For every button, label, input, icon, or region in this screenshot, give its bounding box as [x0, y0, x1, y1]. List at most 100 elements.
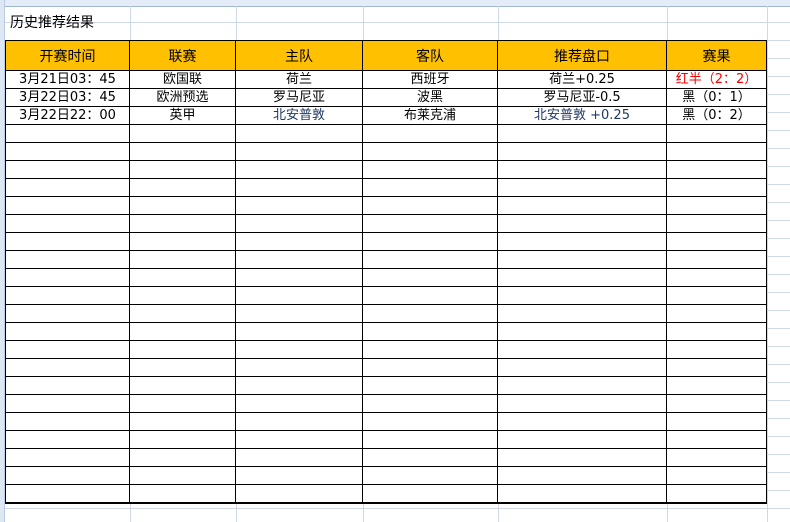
empty-cell[interactable]: [5, 214, 130, 233]
empty-cell[interactable]: [5, 376, 130, 395]
empty-cell[interactable]: [129, 448, 236, 467]
empty-cell[interactable]: [362, 178, 498, 197]
empty-cell[interactable]: [666, 412, 767, 431]
empty-cell[interactable]: [129, 268, 236, 287]
empty-cell[interactable]: [666, 178, 767, 197]
empty-cell[interactable]: [497, 286, 667, 305]
empty-cell[interactable]: [235, 250, 363, 269]
empty-cell[interactable]: [235, 142, 363, 161]
empty-cell[interactable]: [362, 286, 498, 305]
empty-cell[interactable]: [129, 376, 236, 395]
empty-cell[interactable]: [666, 358, 767, 377]
empty-cell[interactable]: [235, 232, 363, 251]
cell-time[interactable]: 3月22日03：45: [5, 88, 130, 107]
empty-cell[interactable]: [497, 430, 667, 449]
empty-cell[interactable]: [666, 484, 767, 504]
cell-home[interactable]: 荷兰: [235, 70, 363, 89]
cell-league[interactable]: 英甲: [129, 106, 236, 125]
empty-cell[interactable]: [129, 304, 236, 323]
empty-cell[interactable]: [497, 412, 667, 431]
empty-cell[interactable]: [235, 322, 363, 341]
empty-cell[interactable]: [5, 466, 130, 485]
empty-cell[interactable]: [362, 340, 498, 359]
empty-cell[interactable]: [362, 214, 498, 233]
empty-cell[interactable]: [129, 142, 236, 161]
empty-cell[interactable]: [497, 214, 667, 233]
empty-cell[interactable]: [235, 178, 363, 197]
empty-cell[interactable]: [5, 142, 130, 161]
cell-away[interactable]: 西班牙: [362, 70, 498, 89]
empty-cell[interactable]: [129, 358, 236, 377]
header-time[interactable]: 开赛时间: [5, 40, 130, 71]
empty-cell[interactable]: [129, 232, 236, 251]
empty-cell[interactable]: [497, 232, 667, 251]
empty-cell[interactable]: [497, 268, 667, 287]
empty-cell[interactable]: [497, 142, 667, 161]
empty-cell[interactable]: [5, 322, 130, 341]
empty-cell[interactable]: [235, 430, 363, 449]
cell-home[interactable]: 罗马尼亚: [235, 88, 363, 107]
empty-cell[interactable]: [129, 394, 236, 413]
cell-league[interactable]: 欧洲预选: [129, 88, 236, 107]
empty-cell[interactable]: [497, 448, 667, 467]
cell-away[interactable]: 波黑: [362, 88, 498, 107]
cell-pick[interactable]: 北安普敦 +0.25: [497, 106, 667, 125]
cell-away[interactable]: 布莱克浦: [362, 106, 498, 125]
empty-cell[interactable]: [129, 124, 236, 143]
empty-cell[interactable]: [666, 340, 767, 359]
empty-cell[interactable]: [5, 340, 130, 359]
empty-cell[interactable]: [497, 196, 667, 215]
empty-cell[interactable]: [235, 214, 363, 233]
empty-cell[interactable]: [362, 124, 498, 143]
empty-cell[interactable]: [5, 304, 130, 323]
empty-cell[interactable]: [5, 484, 130, 504]
empty-cell[interactable]: [5, 358, 130, 377]
empty-cell[interactable]: [666, 376, 767, 395]
empty-cell[interactable]: [666, 232, 767, 251]
empty-cell[interactable]: [362, 358, 498, 377]
cell-pick[interactable]: 荷兰+0.25: [497, 70, 667, 89]
cell-result[interactable]: 黑（0：1）: [666, 88, 767, 107]
empty-cell[interactable]: [666, 268, 767, 287]
header-home[interactable]: 主队: [235, 40, 363, 71]
empty-cell[interactable]: [666, 160, 767, 179]
empty-cell[interactable]: [235, 376, 363, 395]
empty-cell[interactable]: [362, 304, 498, 323]
empty-cell[interactable]: [129, 322, 236, 341]
empty-cell[interactable]: [5, 394, 130, 413]
empty-cell[interactable]: [5, 124, 130, 143]
empty-cell[interactable]: [666, 250, 767, 269]
empty-cell[interactable]: [129, 430, 236, 449]
empty-cell[interactable]: [5, 430, 130, 449]
empty-cell[interactable]: [235, 286, 363, 305]
header-pick[interactable]: 推荐盘口: [497, 40, 667, 71]
header-league[interactable]: 联赛: [129, 40, 236, 71]
empty-cell[interactable]: [129, 196, 236, 215]
empty-cell[interactable]: [235, 268, 363, 287]
empty-cell[interactable]: [362, 322, 498, 341]
empty-cell[interactable]: [5, 160, 130, 179]
empty-cell[interactable]: [362, 268, 498, 287]
empty-cell[interactable]: [362, 484, 498, 504]
empty-cell[interactable]: [235, 160, 363, 179]
empty-cell[interactable]: [5, 232, 130, 251]
empty-cell[interactable]: [497, 178, 667, 197]
empty-cell[interactable]: [235, 466, 363, 485]
empty-cell[interactable]: [497, 358, 667, 377]
empty-cell[interactable]: [497, 466, 667, 485]
empty-cell[interactable]: [362, 448, 498, 467]
empty-cell[interactable]: [362, 232, 498, 251]
empty-cell[interactable]: [362, 376, 498, 395]
empty-cell[interactable]: [362, 466, 498, 485]
empty-cell[interactable]: [5, 178, 130, 197]
empty-cell[interactable]: [362, 196, 498, 215]
cell-pick[interactable]: 罗马尼亚-0.5: [497, 88, 667, 107]
empty-cell[interactable]: [666, 196, 767, 215]
empty-cell[interactable]: [362, 394, 498, 413]
empty-cell[interactable]: [129, 466, 236, 485]
cell-result[interactable]: 黑（0：2）: [666, 106, 767, 125]
header-away[interactable]: 客队: [362, 40, 498, 71]
empty-cell[interactable]: [362, 412, 498, 431]
empty-cell[interactable]: [666, 430, 767, 449]
empty-cell[interactable]: [666, 394, 767, 413]
